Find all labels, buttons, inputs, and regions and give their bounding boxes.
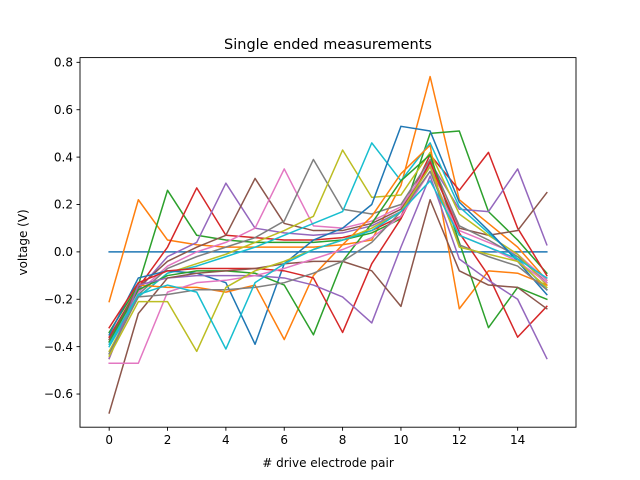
x-axis-ticks: 0 2 4 6 8 10 12 14 (105, 427, 525, 447)
y-tick-label: −0.6 (44, 387, 73, 401)
x-tick-label: 14 (510, 433, 525, 447)
chart-title: Single ended measurements (224, 37, 432, 53)
x-axis-label: # drive electrode pair (262, 456, 394, 470)
series-line-19 (108, 180, 548, 350)
series-line-6 (108, 163, 548, 343)
series-line-3 (108, 151, 548, 339)
series-line-14 (108, 175, 548, 360)
y-axis-ticks: −0.6 −0.4 −0.2 0.0 0.2 0.4 0.6 0.8 (44, 56, 80, 401)
series-line-12 (108, 153, 548, 343)
x-tick-label: 12 (452, 433, 467, 447)
y-tick-label: 0.0 (54, 245, 73, 259)
y-axis-label: voltage (V) (16, 209, 30, 275)
series-line-1 (108, 75, 548, 303)
series-line-10 (108, 125, 548, 346)
series-line-5 (108, 165, 548, 341)
x-tick-label: 8 (339, 433, 347, 447)
series-line-15 (108, 199, 548, 414)
x-tick-label: 4 (222, 433, 230, 447)
y-tick-label: 0.6 (54, 103, 73, 117)
plot-frame (79, 57, 577, 428)
y-tick-label: −0.4 (44, 340, 73, 354)
y-tick-label: 0.4 (54, 150, 73, 164)
series-line-13 (108, 161, 548, 338)
y-tick-label: −0.2 (44, 292, 73, 306)
y-tick-label: 0.2 (54, 198, 73, 212)
x-tick-label: 10 (393, 433, 408, 447)
x-tick-label: 0 (105, 433, 113, 447)
x-tick-label: 6 (280, 433, 288, 447)
series-layer (108, 75, 548, 414)
x-tick-label: 2 (164, 433, 172, 447)
y-tick-label: 0.8 (54, 56, 73, 70)
series-line-8 (108, 149, 548, 353)
